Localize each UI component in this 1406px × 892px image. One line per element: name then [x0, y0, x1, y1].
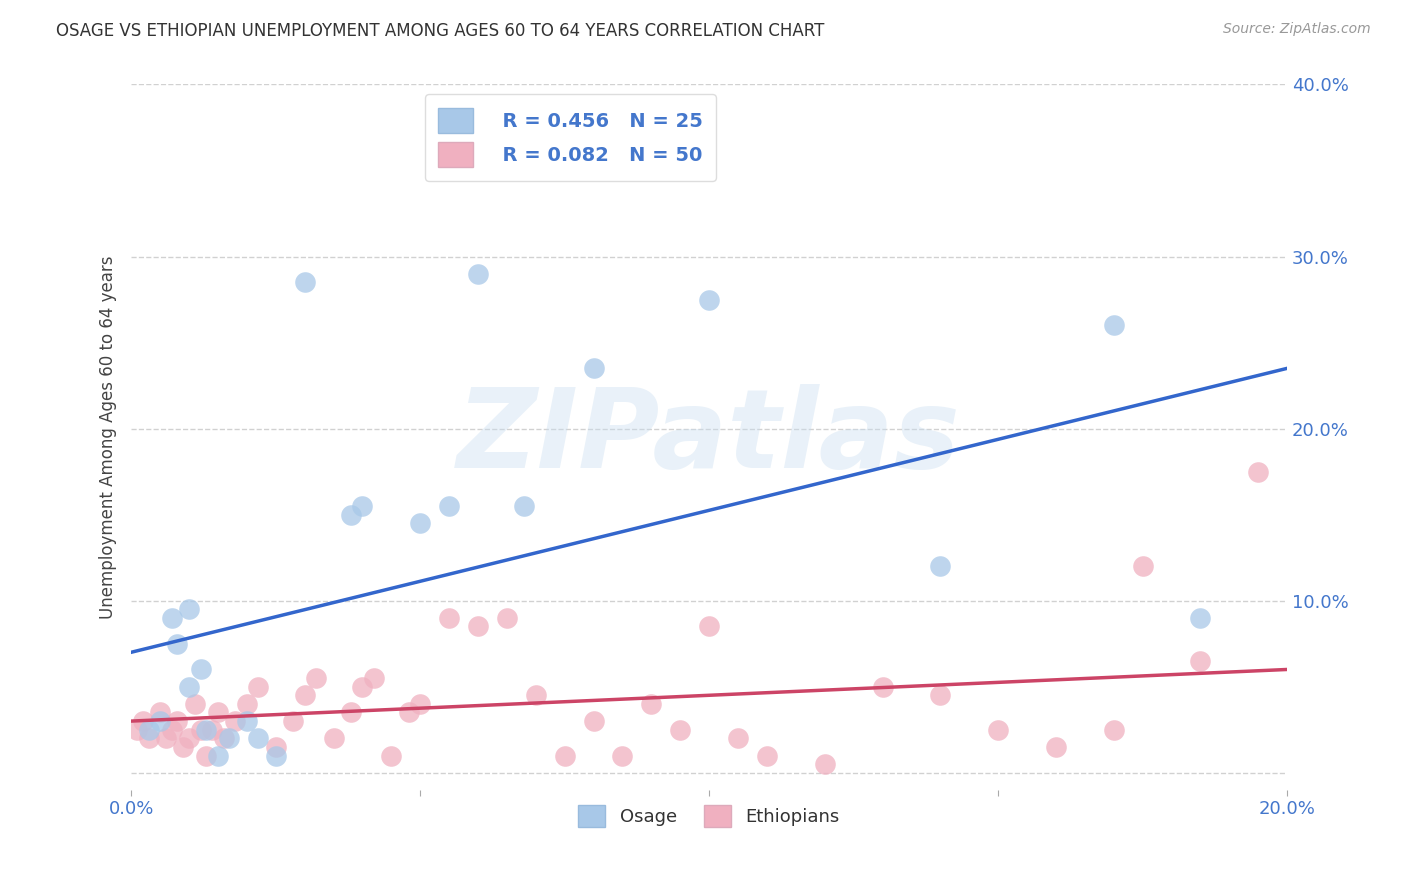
- Point: [236, 714, 259, 728]
- Point: [640, 697, 662, 711]
- Point: [207, 706, 229, 720]
- Point: [524, 688, 547, 702]
- Point: [166, 637, 188, 651]
- Point: [281, 714, 304, 728]
- Point: [437, 499, 460, 513]
- Point: [398, 706, 420, 720]
- Point: [380, 748, 402, 763]
- Point: [264, 748, 287, 763]
- Point: [236, 697, 259, 711]
- Point: [247, 680, 270, 694]
- Point: [1189, 654, 1212, 668]
- Point: [409, 697, 432, 711]
- Point: [1045, 739, 1067, 754]
- Point: [294, 688, 316, 702]
- Point: [149, 714, 172, 728]
- Legend: Osage, Ethiopians: Osage, Ethiopians: [571, 797, 848, 834]
- Point: [467, 267, 489, 281]
- Point: [305, 671, 328, 685]
- Point: [929, 559, 952, 574]
- Point: [1132, 559, 1154, 574]
- Point: [987, 723, 1010, 737]
- Point: [352, 680, 374, 694]
- Point: [138, 723, 160, 737]
- Point: [697, 293, 720, 307]
- Point: [755, 748, 778, 763]
- Point: [322, 731, 344, 746]
- Point: [132, 714, 155, 728]
- Point: [697, 619, 720, 633]
- Point: [554, 748, 576, 763]
- Point: [513, 499, 536, 513]
- Point: [409, 516, 432, 531]
- Point: [294, 275, 316, 289]
- Point: [190, 723, 212, 737]
- Point: [184, 697, 207, 711]
- Point: [929, 688, 952, 702]
- Point: [612, 748, 634, 763]
- Point: [138, 731, 160, 746]
- Point: [172, 739, 194, 754]
- Point: [582, 714, 605, 728]
- Point: [1102, 723, 1125, 737]
- Point: [207, 748, 229, 763]
- Point: [201, 723, 224, 737]
- Point: [340, 706, 363, 720]
- Point: [1102, 318, 1125, 333]
- Point: [467, 619, 489, 633]
- Point: [160, 723, 183, 737]
- Text: OSAGE VS ETHIOPIAN UNEMPLOYMENT AMONG AGES 60 TO 64 YEARS CORRELATION CHART: OSAGE VS ETHIOPIAN UNEMPLOYMENT AMONG AG…: [56, 22, 824, 40]
- Point: [177, 680, 200, 694]
- Point: [363, 671, 385, 685]
- Point: [125, 723, 148, 737]
- Point: [247, 731, 270, 746]
- Point: [212, 731, 235, 746]
- Point: [195, 748, 218, 763]
- Point: [437, 611, 460, 625]
- Point: [224, 714, 246, 728]
- Point: [727, 731, 749, 746]
- Text: Source: ZipAtlas.com: Source: ZipAtlas.com: [1223, 22, 1371, 37]
- Point: [352, 499, 374, 513]
- Point: [160, 611, 183, 625]
- Point: [195, 723, 218, 737]
- Point: [669, 723, 692, 737]
- Point: [177, 602, 200, 616]
- Point: [166, 714, 188, 728]
- Point: [814, 757, 837, 772]
- Point: [177, 731, 200, 746]
- Point: [582, 361, 605, 376]
- Point: [1189, 611, 1212, 625]
- Point: [340, 508, 363, 522]
- Point: [1247, 465, 1270, 479]
- Point: [218, 731, 240, 746]
- Point: [155, 731, 177, 746]
- Point: [190, 663, 212, 677]
- Point: [872, 680, 894, 694]
- Y-axis label: Unemployment Among Ages 60 to 64 years: Unemployment Among Ages 60 to 64 years: [100, 255, 117, 619]
- Point: [496, 611, 519, 625]
- Point: [264, 739, 287, 754]
- Point: [149, 706, 172, 720]
- Text: ZIPatlas: ZIPatlas: [457, 384, 962, 491]
